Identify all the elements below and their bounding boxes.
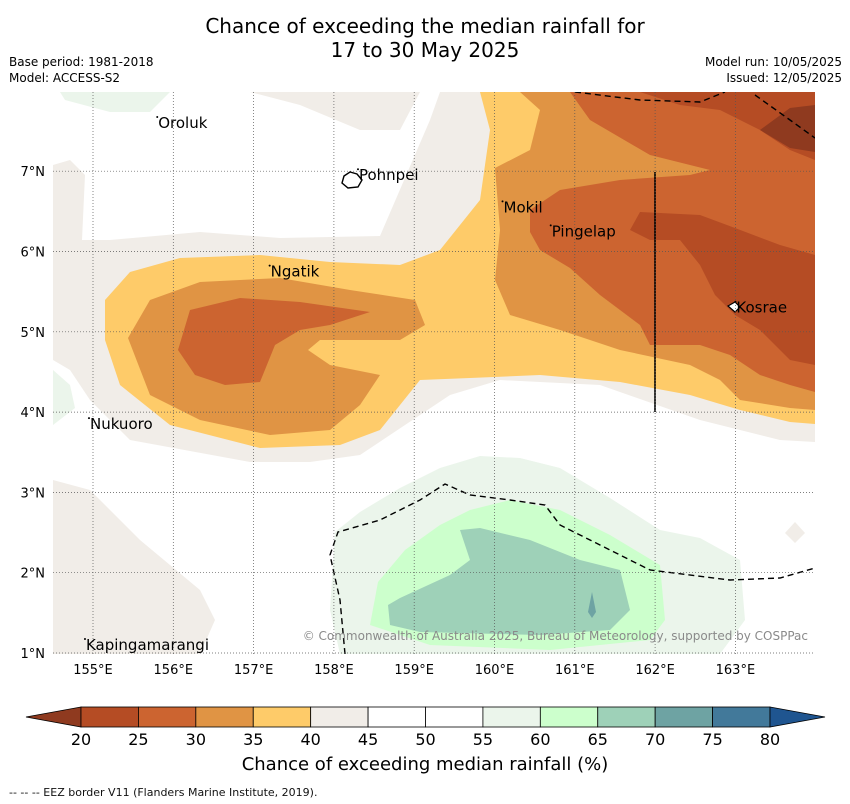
contour-65-70 [388,528,630,635]
colorbar-segment [80,706,139,728]
longitude-tick-label: 161°E [555,663,595,678]
colorbar-tick-label: 25 [128,730,148,749]
colorbar-over-arrow [769,706,826,728]
colorbar-tick-label: 55 [473,730,493,749]
place-marker [156,116,159,119]
colorbar-under-arrow [25,706,82,728]
place-labels: Oroluk Pohnpei Mokil Pingelap Ngatik Kosrae Nu… [83,114,787,654]
longitude-tick-label: 163°E [716,663,756,678]
longitude-tick-label: 159°E [394,663,434,678]
colorbar-segment [195,706,254,728]
latitude-tick-label: 7°N [21,165,46,180]
longitude-tick-label: 160°E [475,663,515,678]
contour-40-45-spot [785,522,805,543]
meta-right: Model run: 10/05/2025 Issued: 12/05/2025 [705,54,842,86]
place-marker [356,168,359,171]
colorbar-segment [425,706,484,728]
latitude-tick-label: 1°N [21,647,46,662]
place-label: Oroluk [158,114,207,132]
place-label: Pingelap [552,222,616,240]
longitude-ticks: 155°E 156°E 157°E 158°E 159°E 160°E 161°E 162°E… [73,663,755,678]
copyright-notice: © Commonwealth of Australia 2025, Bureau… [303,629,808,643]
issued-date: Issued: 12/05/2025 [726,71,842,85]
colorbar-tick-label: 45 [358,730,378,749]
longitude-tick-label: 155°E [73,663,113,678]
latitude-tick-label: 6°N [21,246,46,261]
place-marker [501,200,504,203]
contour-20-25-ne [640,92,815,160]
place-label: Mokil [504,198,543,216]
colorbar-title: Chance of exceeding median rainfall (%) [241,754,609,775]
place-marker [734,300,737,303]
colorbar [25,706,826,728]
colorbar-tick-label: 70 [645,730,665,749]
place-marker [83,637,86,640]
contour-25-30 [178,298,370,385]
colorbar-segment [367,706,426,728]
colorbar-tick-label: 75 [702,730,722,749]
contour-55-60-north [60,92,170,112]
meta-left: Base period: 1981-2018 Model: ACCESS-S2 [9,54,154,86]
place-label: Kosrae [736,299,787,317]
place-marker [87,417,90,420]
title-line-1: Chance of exceeding the median rainfall … [205,14,645,38]
latitude-ticks: 1°N 2°N 3°N 4°N 5°N 6°N 7°N [21,165,46,662]
contour-below-20 [760,105,815,152]
colorbar-segment [310,706,369,728]
kosrae-island [726,301,741,313]
colorbar-tick-label: 80 [760,730,780,749]
longitude-tick-label: 156°E [154,663,194,678]
model-run: Model run: 10/05/2025 [704,55,842,69]
place-label: Ngatik [271,263,320,281]
colorbar-tick-label: 40 [300,730,320,749]
map-panel: Oroluk Pohnpei Mokil Pingelap Ngatik Kosrae Nu… [53,92,815,654]
colorbar-ticks: 20 25 30 35 40 45 50 55 60 65 70 75 80 [71,730,780,749]
contour-40-45-northwest [53,92,420,130]
longitude-tick-label: 157°E [234,663,274,678]
pohnpei-island [341,171,363,189]
place-marker [268,264,271,267]
eez-border-south [329,483,815,654]
place-label: Nukuoro [90,415,153,433]
longitude-tick-label: 162°E [635,663,675,678]
place-marker [549,224,552,227]
eez-footnote: -- -- -- EEZ border V11 (Flanders Marine… [9,786,318,799]
colorbar-segment [654,706,713,728]
colorbar-segment [252,706,312,728]
colorbar-segment [539,706,599,728]
colorbar-tick-label: 60 [530,730,550,749]
latitude-tick-label: 4°N [21,406,46,421]
colorbar-tick-label: 65 [588,730,608,749]
colorbar-tick-label: 50 [415,730,435,749]
colorbar-segment [712,706,771,728]
colorbar-tick-label: 35 [243,730,263,749]
map-title: Chance of exceeding the median rainfall … [0,14,850,62]
gridlines [53,92,815,654]
eez-border-north [574,92,815,139]
colorbar-segment [597,706,656,728]
title-line-2: 17 to 30 May 2025 [330,38,520,62]
latitude-tick-label: 3°N [21,486,46,501]
contour-55-60-west [53,370,75,425]
place-label: Pohnpei [359,166,419,184]
colorbar-segment [138,706,197,728]
place-label: Kapingamarangi [86,636,209,654]
colorbar-tick-label: 30 [186,730,206,749]
contour-40-45-west [53,480,215,654]
latitude-tick-label: 2°N [21,567,46,582]
longitude-tick-label: 158°E [314,663,354,678]
contour-70-75 [588,592,596,618]
colorbar-segment [482,706,541,728]
latitude-tick-label: 5°N [21,326,46,341]
base-period: Base period: 1981-2018 [9,55,154,69]
colorbar-tick-label: 20 [71,730,91,749]
contour-20-25-east [630,212,815,365]
model-name: Model: ACCESS-S2 [9,71,121,85]
